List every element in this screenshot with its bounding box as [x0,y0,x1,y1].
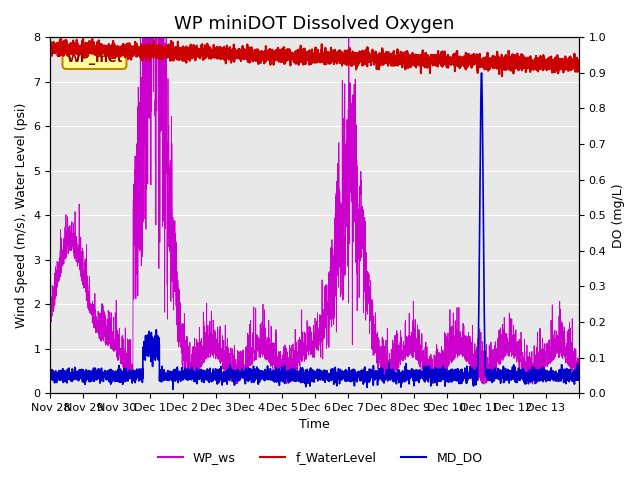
Legend: WP_ws, f_WaterLevel, MD_DO: WP_ws, f_WaterLevel, MD_DO [152,446,488,469]
X-axis label: Time: Time [300,419,330,432]
Text: WP_met: WP_met [67,52,123,65]
Y-axis label: DO (mg/L): DO (mg/L) [612,183,625,248]
Y-axis label: Wind Speed (m/s), Water Level (psi): Wind Speed (m/s), Water Level (psi) [15,103,28,328]
Title: WP miniDOT Dissolved Oxygen: WP miniDOT Dissolved Oxygen [175,15,455,33]
